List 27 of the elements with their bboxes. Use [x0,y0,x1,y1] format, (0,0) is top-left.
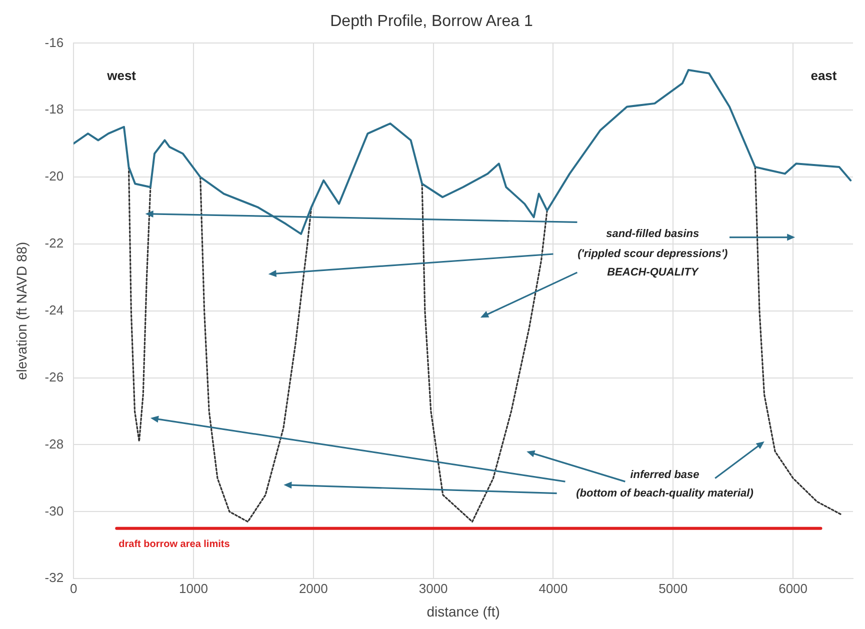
y-tick-label: -18 [44,102,64,117]
y-axis-title: elevation (ft NAVD 88) [13,242,30,380]
annotation: sand-filled basins [606,228,700,240]
x-tick-label: 2000 [298,580,328,596]
annotation: (bottom of beach-quality material) [576,487,754,500]
y-tick-label: -16 [44,34,64,50]
annotation: west [106,68,137,84]
annotation: inferred base [630,468,700,481]
series-label: draft borrow area limits [118,539,230,550]
annotation: BEACH-QUALITY [607,266,700,278]
y-tick-label: -20 [44,168,64,184]
x-tick-label: 3000 [418,580,448,596]
x-tick-label: 4000 [538,580,568,596]
y-tick-label: -28 [44,436,64,452]
x-tick-label: 1000 [179,580,208,596]
y-tick-label: -24 [44,302,64,318]
y-tick-label: -22 [44,236,64,251]
annotation: east [810,68,838,84]
x-tick-label: 6000 [778,580,808,596]
y-tick-label: -30 [44,503,64,518]
x-tick-label: 0 [70,580,78,596]
annotation: ('rippled scour depressions') [578,248,728,260]
x-tick-label: 5000 [658,580,688,596]
x-axis-title: distance (ft) [426,603,500,620]
y-tick-label: -32 [44,570,64,586]
chart-title: Depth Profile, Borrow Area 1 [330,13,533,30]
y-tick-label: -26 [44,369,64,384]
